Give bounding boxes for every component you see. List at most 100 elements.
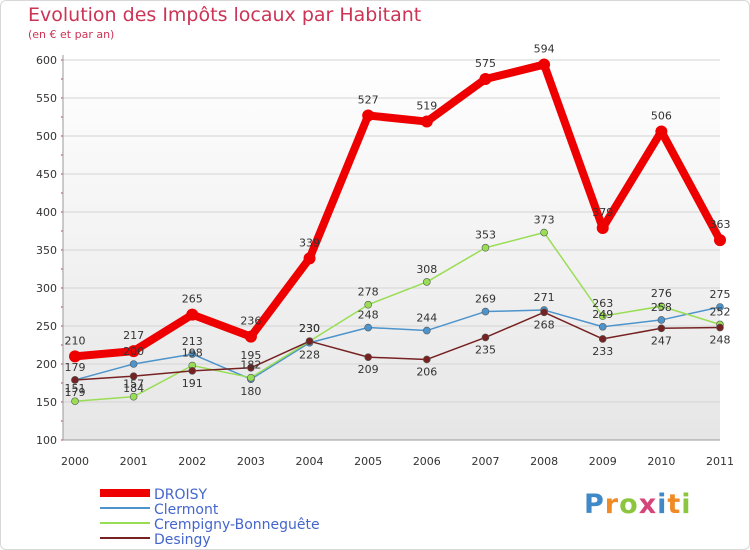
data-label: 210 [65,334,86,347]
data-point [538,58,551,71]
data-label: 249 [592,308,613,321]
series-line-crempigny-bonnegu-te [74,231,721,402]
data-label: 180 [240,385,261,398]
data-label: 233 [592,345,613,358]
x-tick-label: 2003 [237,455,265,468]
data-label: 248 [358,309,379,322]
data-label: 275 [710,288,731,301]
series-line-clermont [74,306,721,381]
y-tick-label: 450 [36,168,57,181]
data-label: 278 [358,286,379,299]
x-tick-label: 2004 [296,455,324,468]
data-point [481,333,490,342]
legend-label: Crempigny-Bonneguête [154,517,320,533]
data-point [423,278,431,286]
data-label: 228 [299,349,320,362]
legend-label: Desingy [154,532,211,548]
data-point [598,335,607,343]
data-point [479,73,492,85]
data-point [71,376,79,384]
data-label: 353 [475,229,496,242]
data-point [481,307,490,316]
y-tick-label: 100 [36,434,57,447]
data-point [188,367,197,375]
x-tick-label: 2000 [61,455,89,468]
data-label: 157 [123,378,144,391]
data-label: 195 [240,349,261,362]
data-label: 230 [299,322,320,335]
data-point [364,300,372,309]
data-label: 206 [416,365,437,378]
data-point [540,308,548,317]
data-point [423,355,431,364]
legend-label: Clermont [154,502,219,518]
data-point [596,221,609,234]
x-tick-label: 2002 [178,455,206,468]
x-tick-label: 2010 [647,455,675,468]
data-point [69,350,81,363]
data-label: 236 [240,315,261,328]
data-label: 363 [710,218,731,231]
data-label: 575 [475,57,496,70]
data-label: 244 [416,312,437,325]
data-point [716,323,724,332]
chart-subtitle: (en € et par an) [28,28,115,41]
data-label: 271 [534,291,555,304]
data-point [362,109,375,122]
data-label: 308 [416,263,437,276]
series-line-desingy [74,311,721,381]
data-label: 247 [651,334,672,347]
data-point [129,360,138,368]
x-tick-label: 2006 [413,455,441,468]
y-tick-label: 350 [36,244,57,257]
data-point [716,303,724,311]
data-point [481,243,490,252]
data-label: 506 [651,109,672,122]
data-label: 268 [534,318,555,331]
data-label: 248 [710,334,731,347]
data-label: 200 [123,345,144,358]
data-label: 179 [65,361,86,374]
data-point [423,326,431,335]
data-point [657,302,666,311]
data-label: 258 [651,301,672,314]
y-tick-label: 400 [36,206,57,219]
y-tick-label: 300 [36,282,57,295]
data-point [303,252,316,265]
legend-label: DROISY [154,487,208,503]
data-label: 519 [416,100,437,113]
data-point [247,363,255,372]
data-point [598,312,607,320]
data-point [247,373,255,382]
data-label: 230 [299,322,320,335]
series-line-droisy [74,60,724,361]
data-point [598,322,607,331]
data-label: 217 [123,329,144,342]
y-tick-label: 600 [36,54,57,67]
data-label: 379 [592,206,613,219]
data-point [244,330,257,343]
data-label: 184 [123,382,144,395]
x-tick-label: 2008 [530,455,558,468]
data-point [188,350,197,358]
data-label: 265 [182,293,203,306]
data-point [657,316,666,324]
y-tick-label: 550 [36,92,57,105]
data-point [364,353,372,361]
x-tick-label: 2001 [120,455,148,468]
data-label: 263 [592,297,613,310]
data-label: 252 [710,305,731,318]
data-label: 235 [475,343,496,356]
data-label: 276 [651,287,672,300]
data-point [129,372,138,380]
data-label: 191 [182,377,203,390]
data-label: 179 [65,386,86,399]
data-point [364,323,372,332]
data-point [655,125,668,138]
data-point [305,337,314,346]
y-tick-label: 150 [36,396,57,409]
y-tick-label: 200 [36,358,57,371]
data-point [420,115,433,128]
data-point [127,345,140,358]
